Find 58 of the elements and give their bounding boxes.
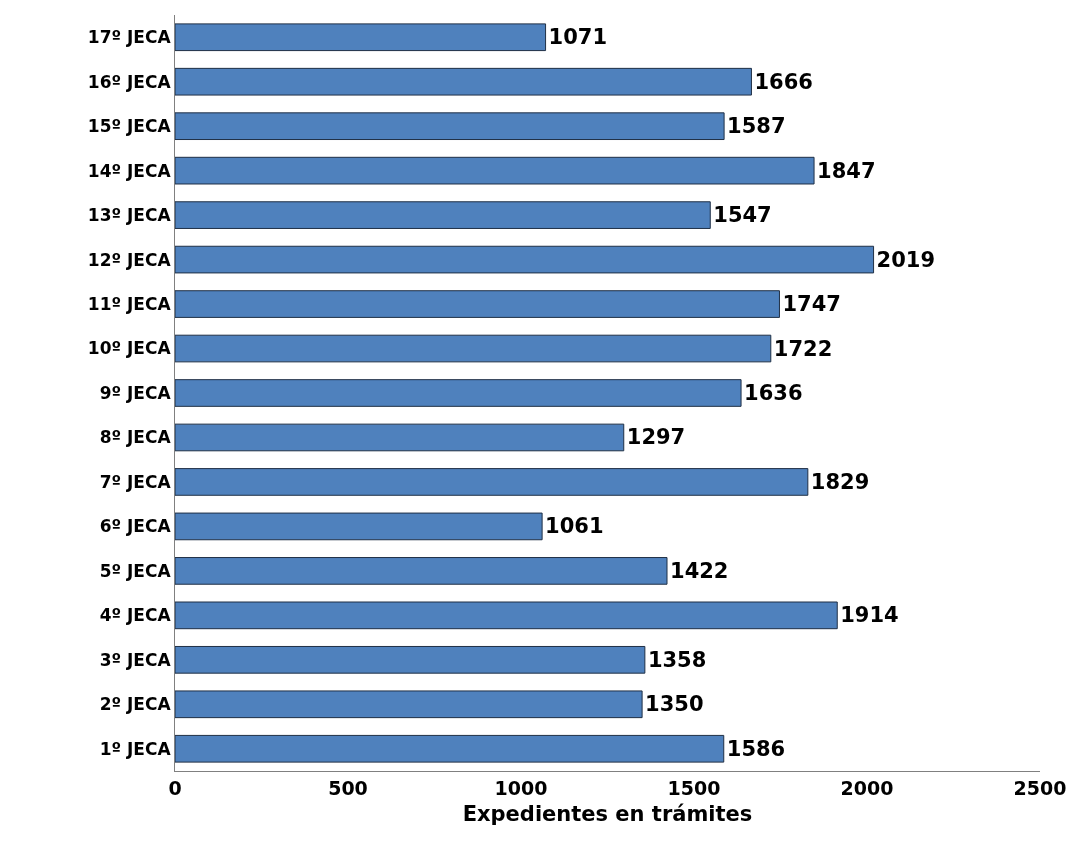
bar	[175, 23, 547, 52]
data-label: 1914	[840, 603, 899, 628]
bar	[175, 557, 668, 585]
data-label: 1297	[626, 425, 686, 450]
y-tick-label: 17º JECA	[87, 27, 172, 48]
y-tick-label: 15º JECA	[87, 116, 172, 137]
data-label: 1636	[744, 381, 803, 405]
y-tick-label: 2º JECA	[99, 694, 172, 715]
data-label: 2019	[876, 247, 936, 272]
bar	[175, 201, 711, 229]
y-tick-label: 11º JECA	[87, 294, 172, 315]
y-tick-label: 4º JECA	[99, 605, 172, 626]
bar	[175, 601, 838, 630]
data-label: 1350	[645, 692, 704, 717]
data-label: 1829	[810, 469, 870, 494]
bar	[175, 690, 643, 719]
data-label: 1586	[726, 736, 786, 761]
bar	[175, 423, 625, 452]
y-tick-label: 8º JECA	[99, 427, 172, 448]
data-label: 1547	[713, 203, 772, 228]
y-tick-label: 7º JECA	[99, 471, 172, 492]
x-tick-label: 1500	[667, 776, 721, 799]
y-tick-label: 6º JECA	[99, 516, 172, 537]
y-tick-label: 16º JECA	[87, 71, 172, 92]
data-label: 1847	[817, 158, 876, 183]
x-tick-label: 0	[168, 776, 182, 799]
y-tick-label: 12º JECA	[87, 249, 172, 270]
x-tick-label: 500	[328, 776, 368, 799]
y-tick-label: 1º JECA	[99, 738, 172, 759]
y-tick-label: 13º JECA	[87, 205, 172, 226]
data-label: 1358	[647, 647, 707, 672]
y-tick-label: 9º JECA	[99, 382, 172, 403]
bar	[175, 245, 875, 274]
bar	[175, 334, 772, 363]
y-tick-label: 10º JECA	[87, 338, 172, 359]
y-tick-label: 14º JECA	[87, 160, 172, 181]
bar	[175, 512, 543, 541]
bar	[175, 734, 725, 763]
data-label: 1587	[727, 114, 786, 139]
y-tick-label: 5º JECA	[99, 560, 172, 581]
x-tick-label: 2000	[840, 776, 894, 799]
x-tick-label: 1000	[494, 776, 548, 799]
data-label: 1722	[773, 336, 833, 361]
bar	[175, 156, 815, 185]
bar	[175, 290, 780, 318]
data-label: 1666	[754, 69, 813, 94]
x-axis-title: Expedientes en trámites	[462, 802, 753, 826]
x-tick-label: 2500	[1013, 776, 1067, 799]
bar	[175, 112, 725, 141]
data-label: 1422	[670, 558, 729, 583]
data-label: 1071	[548, 25, 608, 50]
bar	[175, 645, 646, 674]
bar	[175, 67, 752, 96]
y-tick-label: 3º JECA	[99, 649, 172, 670]
data-label: 1061	[545, 514, 604, 539]
bar	[175, 379, 742, 407]
data-label: 1747	[782, 292, 841, 317]
bar	[175, 468, 809, 496]
